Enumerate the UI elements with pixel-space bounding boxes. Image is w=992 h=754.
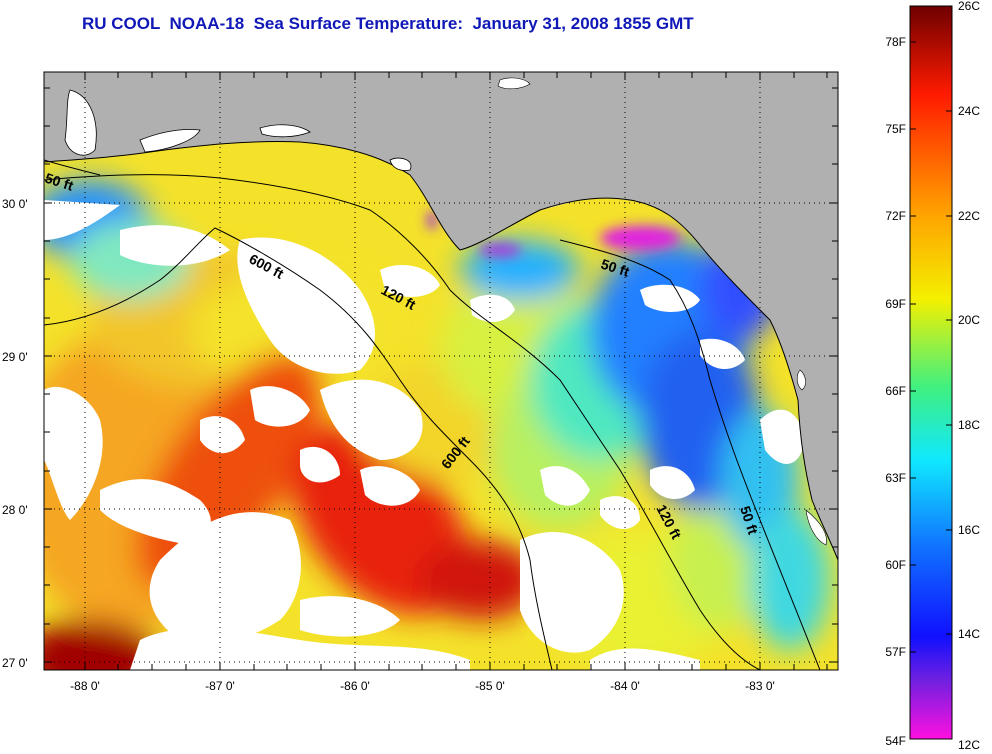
contour-120ft <box>44 174 761 670</box>
lat-label-27: 27 0' <box>2 656 28 670</box>
colorbar-f-63: 63F <box>885 471 906 485</box>
contour-50ft-east <box>559 239 821 670</box>
colorbar-c-22: 22C <box>958 209 980 223</box>
colorbar-c-20: 20C <box>958 313 980 327</box>
lat-label-30: 30 0' <box>2 197 28 211</box>
colorbar-ticks <box>910 5 952 740</box>
colorbar-f-57: 57F <box>885 645 906 659</box>
axis-ticks <box>44 72 838 670</box>
colorbar-c-26: 26C <box>958 0 980 13</box>
colorbar-c-12: 12C <box>958 738 980 752</box>
colorbar-f-72: 72F <box>885 209 906 223</box>
colorbar-f-54: 54F <box>885 734 906 748</box>
map-frame <box>43 71 839 671</box>
lat-label-29: 29 0' <box>2 350 28 364</box>
colorbar-c-18: 18C <box>958 418 980 432</box>
charlotte-harbor <box>805 509 827 546</box>
land-florida-panhandle <box>44 72 838 561</box>
colorbar-f-78: 78F <box>885 35 906 49</box>
contour-600ft <box>44 227 553 670</box>
lat-label-28: 28 0' <box>2 503 28 517</box>
colorbar-c-24: 24C <box>958 104 980 118</box>
colorbar-c-16: 16C <box>958 523 980 537</box>
cloud-mask <box>44 200 805 670</box>
choctawhatchee-bay <box>259 124 311 138</box>
colorbar-f-66: 66F <box>885 384 906 398</box>
contour-50ft-west <box>44 159 101 176</box>
mobile-bay <box>64 89 97 156</box>
tampa-bay <box>796 369 806 391</box>
colorbar-f-69: 69F <box>885 297 906 311</box>
colorbar-c-14: 14C <box>958 627 980 641</box>
map-title: RU COOL NOAA-18 Sea Surface Temperature:… <box>82 14 694 33</box>
colorbar-gradient <box>909 5 953 740</box>
lon-label-85: -85 0' <box>475 679 505 693</box>
lon-label-87: -87 0' <box>205 679 235 693</box>
lon-label-83: -83 0' <box>745 679 775 693</box>
colorbar-f-60: 60F <box>885 558 906 572</box>
bathymetry-contours <box>44 159 821 670</box>
cold-patches <box>427 210 680 257</box>
lon-label-88: -88 0' <box>70 679 100 693</box>
colorbar-f-75: 75F <box>885 122 906 136</box>
lon-label-84: -84 0' <box>610 679 640 693</box>
pensacola-bay <box>139 129 201 153</box>
lon-label-86: -86 0' <box>340 679 370 693</box>
map-plot-area: 50 ft 600 ft 120 ft 50 ft 600 ft 120 ft … <box>44 72 838 670</box>
colorbar: 26C 24C 22C 20C 18C 16C 14C 12C 78F 75F … <box>885 0 980 752</box>
st-andrews-bay <box>389 157 412 171</box>
lake <box>497 77 531 90</box>
